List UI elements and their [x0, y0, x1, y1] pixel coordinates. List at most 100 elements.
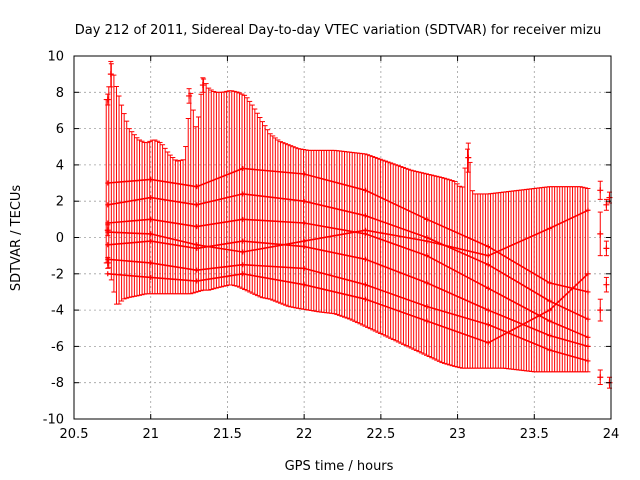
- track-point: [194, 184, 200, 190]
- track-point: [547, 333, 553, 339]
- y-tick-label: -10: [43, 413, 64, 428]
- track-point: [485, 307, 491, 313]
- track-point: [148, 216, 154, 222]
- data-point: [107, 71, 114, 78]
- data-layer: [103, 60, 613, 389]
- track-point: [105, 202, 111, 208]
- track-point: [240, 191, 246, 197]
- track-point: [585, 316, 591, 322]
- track-point: [105, 242, 111, 248]
- data-point: [465, 154, 472, 161]
- track-point: [585, 271, 591, 277]
- track-point: [301, 238, 307, 244]
- y-tick-label: -8: [51, 376, 64, 391]
- track-point: [240, 216, 246, 222]
- data-point: [104, 259, 111, 266]
- data-point: [603, 201, 610, 208]
- track-point: [485, 253, 491, 259]
- data-point: [199, 82, 206, 89]
- track-point: [194, 202, 200, 208]
- x-axis-label: GPS time / hours: [285, 459, 394, 474]
- x-tick-label: 20.5: [60, 427, 89, 442]
- data-point: [597, 374, 604, 381]
- track-point: [194, 224, 200, 230]
- track-point: [194, 267, 200, 273]
- data-point: [104, 227, 111, 234]
- track-point: [363, 256, 369, 262]
- track-point: [485, 244, 491, 250]
- data-point: [104, 96, 111, 103]
- track-point: [424, 318, 430, 324]
- y-tick-label: 10: [47, 50, 64, 65]
- data-point: [603, 281, 610, 288]
- track-point: [148, 176, 154, 182]
- track-point: [547, 318, 553, 324]
- track-point: [547, 347, 553, 353]
- track-point: [547, 280, 553, 286]
- y-tick-label: 0: [56, 231, 64, 246]
- y-tick-label: 8: [56, 86, 64, 101]
- y-tick-label: 4: [56, 158, 64, 173]
- track-point: [585, 334, 591, 340]
- y-tick-label: -6: [51, 340, 64, 355]
- track-point: [547, 298, 553, 304]
- track-point: [301, 198, 307, 204]
- axis-layer: 20.5 21 21.5 22 22.5 23 23.5 24-10-8-6-4-202468…: [43, 50, 620, 443]
- track-line: [107, 209, 589, 257]
- track-point: [424, 253, 430, 259]
- data-point: [603, 245, 610, 252]
- track-point: [240, 271, 246, 277]
- track-point: [547, 307, 553, 313]
- track-point: [240, 238, 246, 244]
- track-line: [107, 272, 589, 344]
- x-tick-label: 23.5: [520, 427, 549, 442]
- track-point: [363, 187, 369, 193]
- track-point: [194, 278, 200, 284]
- track-point: [148, 195, 154, 201]
- track-point: [363, 227, 369, 233]
- track-point: [148, 274, 154, 280]
- track-point: [424, 280, 430, 286]
- track-point: [240, 262, 246, 268]
- track-point: [301, 244, 307, 250]
- track-point: [240, 166, 246, 172]
- x-tick-label: 24: [603, 427, 620, 442]
- track-point: [585, 289, 591, 295]
- track-point: [485, 262, 491, 268]
- data-point: [597, 230, 604, 237]
- track-point: [301, 282, 307, 288]
- y-tick-label: -2: [51, 267, 64, 282]
- track-line: [107, 193, 589, 320]
- track-line: [107, 167, 589, 293]
- track-point: [301, 265, 307, 271]
- track-point: [424, 216, 430, 222]
- y-tick-label: 6: [56, 122, 64, 137]
- track-point: [148, 260, 154, 266]
- track-point: [240, 249, 246, 255]
- x-tick-label: 21: [142, 427, 159, 442]
- track-point: [301, 220, 307, 226]
- track-point: [105, 271, 111, 277]
- track-line: [107, 240, 589, 348]
- track-point: [485, 340, 491, 346]
- track-line: [107, 258, 589, 362]
- track-point: [585, 358, 591, 364]
- y-axis-label: SDTVAR / TECUs: [9, 185, 24, 292]
- chart-title: Day 212 of 2011, Sidereal Day-to-day VTE…: [75, 23, 601, 38]
- track-point: [148, 238, 154, 244]
- data-point: [597, 187, 604, 194]
- track-point: [301, 171, 307, 177]
- y-tick-label: 2: [56, 195, 64, 210]
- track-point: [485, 322, 491, 328]
- x-tick-label: 23: [449, 427, 466, 442]
- track-line: [107, 218, 589, 339]
- track-point: [585, 207, 591, 213]
- y-tick-label: -4: [51, 304, 64, 319]
- track-point: [363, 282, 369, 288]
- track-point: [424, 303, 430, 309]
- data-point: [597, 307, 604, 314]
- track-point: [424, 238, 430, 244]
- data-point: [186, 92, 193, 99]
- x-tick-label: 22: [296, 427, 313, 442]
